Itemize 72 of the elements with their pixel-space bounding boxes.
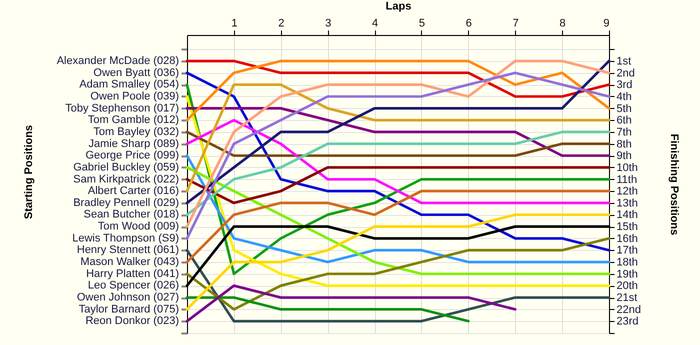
y-tick-label: 23rd (616, 316, 639, 328)
series-label: Tom Gamble (012) (88, 114, 179, 126)
series-label: Lewis Thompson (S9) (72, 232, 179, 244)
y-tick-label: 18th (616, 256, 638, 269)
series-label: Owen Poole (039) (90, 90, 179, 102)
y-axis-title: Finishing Positions (668, 134, 680, 236)
y-tick-label: 17th (616, 244, 638, 257)
series-label: George Price (099) (85, 150, 179, 162)
y-tick-label: 1st (616, 56, 632, 68)
series-label: Gabriel Buckley (059) (73, 161, 179, 174)
x-tick-label: 4 (372, 18, 378, 30)
y-tick-label: 6th (616, 114, 632, 127)
y-tick-label: 15th (616, 221, 638, 234)
line-series (186, 190, 610, 264)
x-tick-label: 8 (560, 18, 566, 30)
y-tick-label: 14th (616, 209, 638, 222)
y-tick-label: 13th (616, 197, 638, 210)
line-series (186, 166, 610, 276)
series-label: Tom Bayley (032) (93, 126, 179, 138)
line-series (186, 237, 610, 311)
series-label: Alexander McDade (028) (56, 55, 179, 68)
line-series (186, 60, 610, 98)
y-tick-label: 3rd (616, 79, 632, 92)
text: Starting Positions (23, 124, 35, 220)
line-series (186, 118, 610, 204)
series-label: Henry Stennett (061) (76, 244, 179, 256)
y-tick-label: 7th (616, 126, 632, 138)
line-series (186, 166, 610, 204)
series-label: Toby Stephenson (017) (65, 102, 179, 114)
line-series (186, 213, 610, 311)
series-label: Mason Walker (043) (80, 256, 179, 268)
series-label: Bradley Pennell (029) (73, 196, 179, 209)
y-tick-label: 10th (616, 162, 638, 174)
line-series (186, 83, 610, 192)
x-axis-title: Laps (386, 0, 412, 12)
x-tick-label: 1 (231, 18, 238, 30)
y-tick-label: 4th (616, 90, 632, 103)
y-tick-label: 20th (616, 280, 638, 292)
y-tick-label: 5th (616, 102, 632, 115)
series-label: Sam Kirkpatrick (022) (73, 173, 179, 186)
series-label: Albert Carter (016) (88, 185, 179, 198)
series-label: Taylor Barnard (075) (78, 303, 179, 316)
y-tick-label: 11th (616, 174, 638, 186)
x-tick-label: 6 (466, 18, 472, 30)
line-series (186, 130, 610, 216)
y-tick-label: 2nd (616, 67, 635, 80)
y-tick-label: 21st (616, 292, 638, 304)
series-label: Tom Wood (009) (98, 220, 179, 233)
series-label: Owen Johnson (027) (76, 292, 179, 304)
line-series (186, 60, 610, 122)
line-series (186, 107, 610, 157)
x-tick-label: 7 (512, 18, 519, 30)
series-label: Jamie Sharp (089) (88, 138, 179, 150)
y-tick-label: 22nd (616, 304, 641, 316)
series-label: Owen Byatt (036) (93, 66, 179, 79)
y-tick-label: 19th (616, 268, 638, 280)
x-tick-label: 9 (603, 18, 610, 30)
series-label: Reon Donkor (023) (85, 315, 179, 328)
x-tick-label: 2 (278, 18, 284, 30)
y-tick-label: 8th (616, 138, 632, 150)
x-tick-label: 3 (325, 18, 332, 30)
y-tick-label: 9th (616, 150, 632, 162)
y-tick-label: 16th (616, 232, 638, 245)
series-label: Sean Butcher (018) (84, 208, 179, 221)
series-label: Leo Spencer (026) (88, 280, 179, 292)
x-tick-label: 5 (418, 18, 426, 30)
line-series (186, 154, 610, 264)
line-series (186, 248, 610, 322)
y-tick-label: 12th (616, 186, 638, 198)
series-label: Adam Smalley (054) (79, 78, 179, 91)
line-series (186, 284, 517, 322)
series-label: Harry Platten (041) (86, 268, 179, 280)
